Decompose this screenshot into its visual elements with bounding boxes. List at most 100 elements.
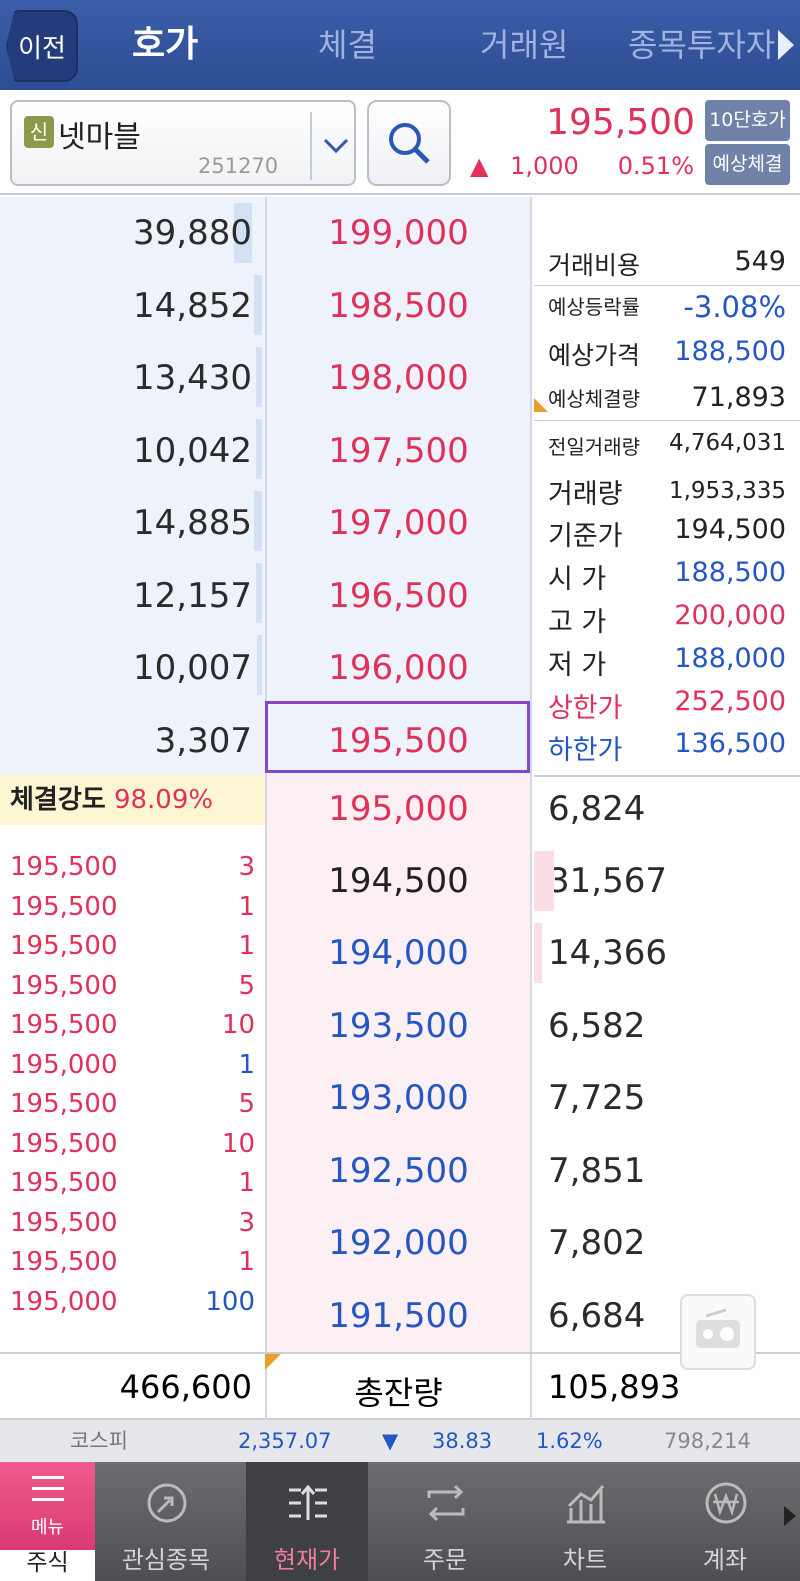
bid-price[interactable]: 193,000: [328, 1078, 469, 1118]
ten-level-button[interactable]: 10단호가: [705, 100, 790, 141]
ask-price[interactable]: 197,000: [328, 503, 469, 543]
tick-price: 195,500: [10, 1010, 118, 1040]
credit-badge: 신: [24, 116, 54, 148]
tick-quantity: 1: [238, 1168, 255, 1198]
radio-button[interactable]: [680, 1294, 756, 1370]
menu-block: 메뉴: [0, 1462, 95, 1550]
up-triangle-icon: ▲: [470, 152, 489, 180]
nav-current-price[interactable]: 현재가: [246, 1462, 368, 1581]
bottom-nav: 메뉴 주식 관심종목 현재가 주문 차트 계좌: [0, 1462, 800, 1581]
radio-icon: [696, 1308, 740, 1348]
nav-account[interactable]: 계좌: [664, 1462, 786, 1581]
ask-bar: [256, 419, 262, 479]
index-bar[interactable]: 코스피 2,357.07 ▼ 38.83 1.62% 798,214: [0, 1420, 800, 1462]
info-open: 시 가 188,500: [548, 557, 786, 595]
bid-price-area: [267, 777, 530, 1359]
trade-tick: 195,500 10: [10, 1010, 255, 1040]
tab-hoga[interactable]: 호가: [132, 24, 199, 65]
ask-price[interactable]: 197,500: [328, 430, 469, 471]
ask-quantity: 10,007: [133, 648, 252, 688]
bid-price[interactable]: 191,500: [328, 1296, 469, 1336]
bid-price[interactable]: 194,500: [328, 861, 469, 901]
tab-scroll-right-icon[interactable]: [778, 30, 794, 60]
stock-selector[interactable]: 신 넷마블 251270: [10, 100, 356, 186]
tick-price: 195,500: [10, 1207, 118, 1238]
stock-code: 251270: [198, 154, 279, 178]
info-prev-volume: 전일거래량 4,764,031: [548, 430, 786, 459]
tick-price: 195,500: [10, 852, 118, 882]
trade-tick: 195,500 3: [10, 1208, 255, 1238]
tab-investors[interactable]: 종목투자자: [628, 26, 776, 64]
info-low: 저 가 188,000: [548, 643, 786, 681]
ask-bar: [254, 491, 262, 551]
bid-price[interactable]: 192,000: [328, 1223, 469, 1263]
ask-bar: [256, 347, 262, 407]
current-price: 195,500: [546, 102, 695, 143]
tick-price: 195,500: [10, 1247, 118, 1277]
nav-chart[interactable]: 차트: [524, 1462, 646, 1581]
bid-price[interactable]: 194,000: [328, 933, 469, 973]
nav-order[interactable]: 주문: [384, 1462, 506, 1581]
trade-tick: 195,500 1: [10, 931, 255, 961]
tick-price: 195,500: [10, 1168, 118, 1198]
bid-price[interactable]: 195,000: [328, 789, 469, 829]
ask-quantity: 13,430: [133, 358, 252, 398]
chevron-down-icon[interactable]: [310, 112, 360, 180]
ask-price[interactable]: 195,500: [328, 720, 469, 761]
tick-price: 195,500: [10, 891, 118, 922]
ask-bar: [234, 203, 252, 263]
change-percent: 0.51%: [617, 152, 694, 180]
tab-trades[interactable]: 체결: [318, 26, 377, 64]
tab-brokers[interactable]: 거래원: [480, 26, 569, 64]
search-icon: [389, 123, 430, 164]
bid-quantity: 6,684: [548, 1296, 646, 1336]
menu-button[interactable]: 메뉴 주식: [0, 1462, 95, 1581]
ask-price[interactable]: 196,500: [328, 575, 469, 616]
bid-quantity: 7,802: [548, 1223, 646, 1263]
ask-quantity: 39,880: [133, 213, 252, 253]
nav-watchlist[interactable]: 관심종목: [105, 1462, 227, 1581]
tick-quantity: 1: [238, 931, 255, 961]
info-high: 고 가 200,000: [548, 600, 786, 638]
trade-tick: 195,000 100: [10, 1287, 255, 1317]
tick-quantity: 5: [238, 970, 255, 1001]
expected-trade-button[interactable]: 예상체결: [705, 144, 790, 185]
trade-tick: 195,500 10: [10, 1129, 255, 1159]
order-icon: [427, 1484, 465, 1522]
tick-quantity: 100: [205, 1286, 255, 1317]
ask-price[interactable]: 198,500: [328, 285, 469, 326]
current-price-icon: [289, 1484, 327, 1520]
info-expected-volume: 예상체결량 71,893: [548, 382, 786, 413]
ask-price[interactable]: 196,000: [328, 648, 469, 688]
ask-quantity: 3,307: [154, 720, 252, 761]
ask-bar: [256, 563, 262, 623]
price-change: ▲ 1,000 0.51%: [470, 152, 695, 180]
ask-price[interactable]: 199,000: [328, 213, 469, 253]
won-icon: [705, 1482, 747, 1524]
corner-marker: [265, 1354, 281, 1370]
index-name: 코스피: [70, 1429, 128, 1453]
menu-sub-label: 주식: [26, 1550, 69, 1576]
chart-icon: [567, 1485, 605, 1524]
info-upper-limit: 상한가 252,500: [548, 686, 786, 724]
ask-price[interactable]: 198,000: [328, 358, 469, 398]
menu-label: 메뉴: [30, 1517, 65, 1538]
nav-scroll-right-icon[interactable]: [784, 1506, 796, 1526]
tick-price: 195,500: [10, 931, 118, 961]
tick-quantity: 1: [238, 1049, 255, 1080]
ask-bar: [254, 275, 262, 335]
trade-tick: 195,500 1: [10, 1168, 255, 1198]
trade-tick: 195,500 3: [10, 852, 255, 882]
bid-price[interactable]: 192,500: [328, 1151, 469, 1191]
search-button[interactable]: [367, 100, 451, 186]
back-button[interactable]: 이전: [6, 10, 78, 82]
info-base-price: 기준가 194,500: [548, 514, 786, 552]
index-change-pct: 1.62%: [536, 1429, 603, 1453]
tick-price: 195,000: [10, 1286, 118, 1317]
bid-price[interactable]: 193,500: [328, 1006, 469, 1046]
tick-quantity: 3: [238, 852, 255, 882]
corner-marker: [534, 398, 548, 412]
ask-quantity: 12,157: [133, 575, 252, 616]
bid-quantity: 7,851: [548, 1151, 646, 1191]
stock-name: 넷마블: [58, 120, 141, 155]
